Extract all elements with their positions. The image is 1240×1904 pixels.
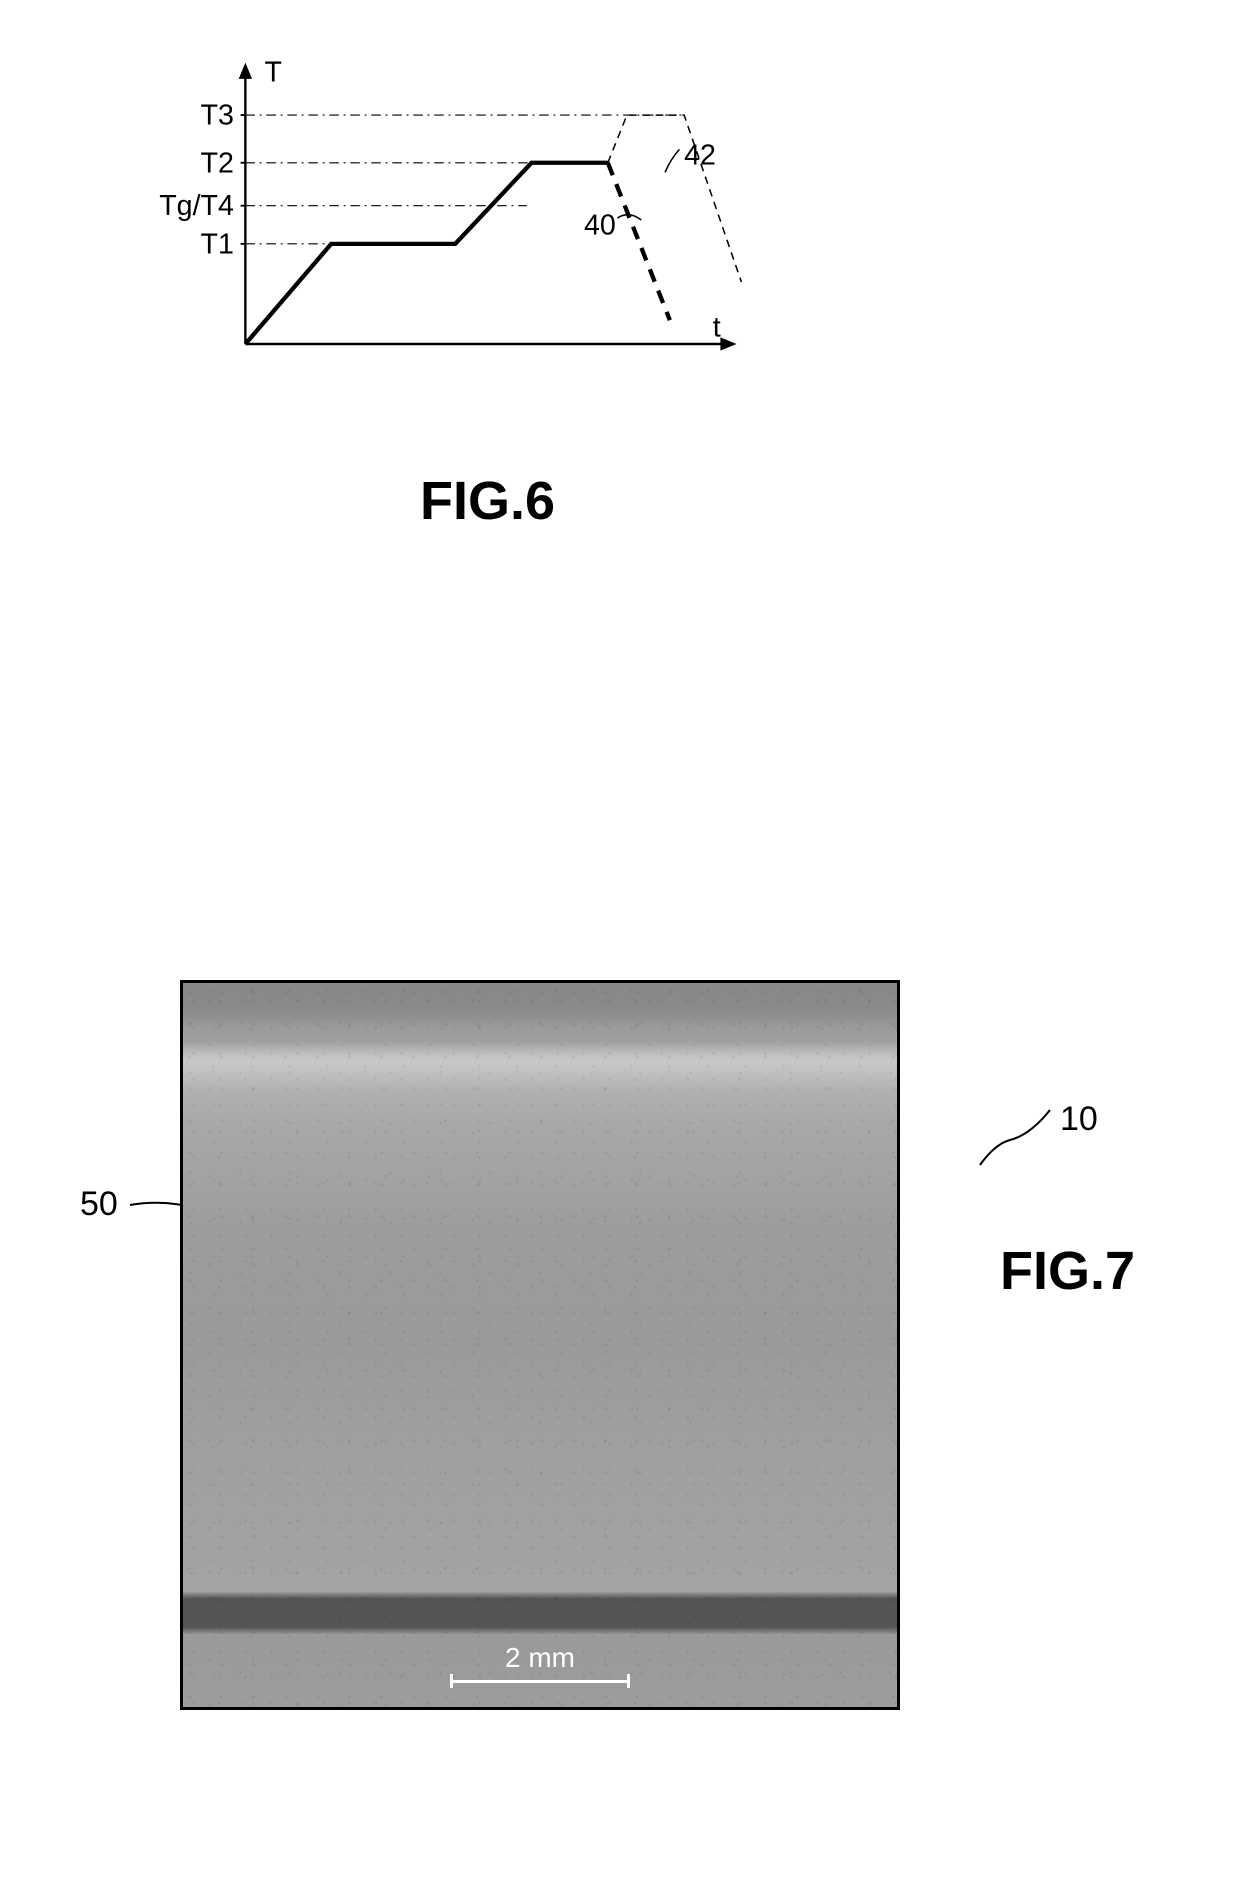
scale-bar-label: 2 mm bbox=[450, 1642, 630, 1674]
label-40: 40 bbox=[584, 209, 616, 241]
main-curve bbox=[245, 163, 607, 344]
fig6-chart: T t T3 T2 Tg/T4 T1 40 42 bbox=[150, 30, 770, 410]
leader-42 bbox=[665, 149, 679, 172]
tick-label-t2: T2 bbox=[201, 147, 234, 179]
x-axis-arrow bbox=[720, 337, 736, 350]
micrograph-frame: 2 mm bbox=[180, 980, 900, 1710]
label-42: 42 bbox=[684, 140, 716, 172]
tick-label-t3: T3 bbox=[201, 100, 234, 132]
curve-40 bbox=[608, 163, 670, 320]
y-axis-arrow bbox=[239, 63, 252, 79]
fig7-title: FIG.7 bbox=[1000, 1240, 1135, 1302]
micrograph-texture bbox=[183, 983, 897, 1707]
fig7-micrograph: 2 mm bbox=[180, 980, 900, 1720]
callout-50: 50 bbox=[80, 1185, 118, 1224]
x-axis-label: t bbox=[713, 311, 721, 343]
scale-bar bbox=[450, 1680, 630, 1683]
fig6-title: FIG.6 bbox=[420, 470, 555, 532]
scale-bar-group: 2 mm bbox=[450, 1642, 630, 1683]
y-axis-label: T bbox=[264, 57, 281, 89]
curve-42 bbox=[608, 115, 742, 282]
fig6-svg: T t T3 T2 Tg/T4 T1 40 42 bbox=[150, 30, 770, 410]
leader-10 bbox=[980, 1110, 1070, 1180]
tick-label-t1: T1 bbox=[201, 228, 234, 260]
tick-label-tgt4: Tg/T4 bbox=[159, 190, 234, 222]
